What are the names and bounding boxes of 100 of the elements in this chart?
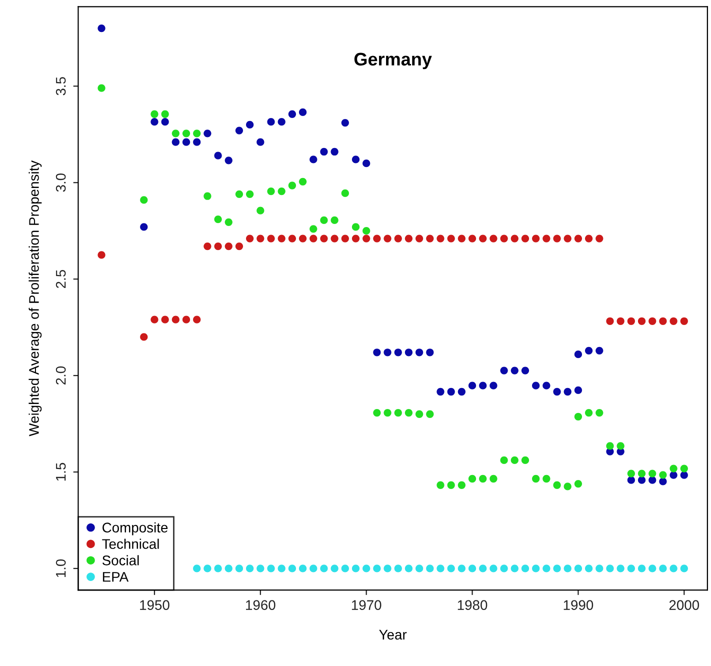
- point: [415, 234, 424, 242]
- point: [298, 564, 307, 572]
- point: [542, 564, 550, 572]
- point: [584, 346, 593, 354]
- point: [172, 138, 180, 146]
- point: [479, 382, 487, 390]
- point: [362, 234, 370, 242]
- point: [341, 234, 349, 242]
- x-tick-label: 1980: [458, 600, 488, 610]
- point: [341, 189, 349, 198]
- point: [224, 156, 232, 164]
- point: [320, 234, 328, 242]
- point: [161, 316, 169, 324]
- point: [574, 480, 582, 488]
- point: [278, 118, 286, 126]
- point: [384, 234, 392, 242]
- point: [256, 564, 264, 572]
- point: [510, 366, 518, 374]
- point: [310, 156, 318, 164]
- point: [288, 110, 296, 118]
- point: [670, 464, 678, 472]
- y-tick-label: 2.5: [56, 270, 66, 288]
- point: [490, 564, 498, 572]
- point: [458, 388, 466, 396]
- x-tick-label: 2000: [669, 600, 700, 610]
- point: [320, 148, 328, 156]
- point: [553, 564, 561, 572]
- point: [553, 388, 561, 396]
- point: [616, 442, 624, 450]
- point: [670, 564, 678, 572]
- point: [542, 234, 550, 242]
- point: [182, 316, 190, 324]
- point: [362, 564, 370, 572]
- point: [415, 348, 424, 356]
- point: [214, 564, 222, 572]
- legend-label: EPA: [102, 572, 129, 582]
- point: [172, 316, 180, 324]
- point: [415, 410, 424, 418]
- point: [320, 216, 328, 224]
- point: [404, 408, 413, 417]
- point: [521, 234, 530, 242]
- point: [447, 564, 455, 572]
- point: [394, 408, 402, 417]
- point: [98, 251, 106, 259]
- point: [193, 138, 201, 146]
- text: Germany: [354, 52, 432, 70]
- point: [193, 564, 201, 572]
- point: [214, 152, 222, 160]
- point: [542, 474, 550, 483]
- point: [458, 481, 466, 489]
- point: [394, 564, 402, 572]
- point: [564, 388, 572, 396]
- point: [638, 470, 646, 478]
- point: [373, 234, 381, 242]
- point: [246, 234, 254, 242]
- point: [584, 564, 593, 572]
- legend-label: Technical: [102, 538, 159, 549]
- point: [606, 317, 614, 325]
- point: [352, 156, 360, 164]
- point: [224, 242, 232, 250]
- point: [606, 442, 614, 450]
- point: [458, 234, 466, 242]
- point: [521, 564, 530, 572]
- point: [479, 564, 487, 572]
- point: [596, 564, 604, 572]
- point: [532, 382, 540, 390]
- y-tick-label: 2.0: [56, 366, 66, 384]
- point: [648, 476, 656, 484]
- point: [246, 120, 254, 129]
- point: [140, 223, 148, 231]
- point: [224, 564, 232, 572]
- point: [510, 234, 518, 242]
- point: [193, 316, 201, 324]
- point: [574, 234, 582, 242]
- point: [500, 456, 508, 464]
- point: [288, 234, 296, 242]
- y-tick-label: 3.5: [56, 77, 66, 96]
- point: [267, 118, 275, 126]
- point: [182, 138, 190, 146]
- point: [532, 474, 540, 483]
- point: [574, 350, 582, 358]
- point: [288, 182, 296, 190]
- point: [256, 138, 264, 146]
- point: [500, 564, 508, 572]
- point: [320, 564, 328, 572]
- x-tick-label: 1990: [564, 600, 594, 610]
- point: [574, 564, 582, 572]
- point: [182, 130, 190, 138]
- point: [596, 234, 604, 242]
- point: [352, 234, 360, 242]
- point: [352, 564, 360, 572]
- point: [648, 317, 656, 325]
- point: [638, 564, 646, 572]
- point: [564, 564, 572, 572]
- point: [532, 234, 540, 242]
- point: [150, 316, 158, 324]
- point: [298, 108, 307, 116]
- point: [616, 317, 624, 325]
- point: [404, 564, 413, 572]
- point: [490, 234, 498, 242]
